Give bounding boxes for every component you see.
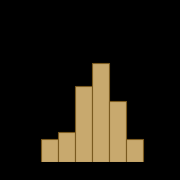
Bar [92, 63, 109, 162]
Bar [58, 132, 75, 162]
Bar [109, 101, 126, 162]
Bar [41, 139, 58, 162]
Bar [126, 139, 143, 162]
Bar [75, 86, 92, 162]
